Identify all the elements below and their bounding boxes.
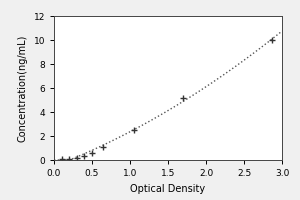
X-axis label: Optical Density: Optical Density — [130, 184, 206, 194]
Y-axis label: Concentration(ng/mL): Concentration(ng/mL) — [18, 34, 28, 142]
